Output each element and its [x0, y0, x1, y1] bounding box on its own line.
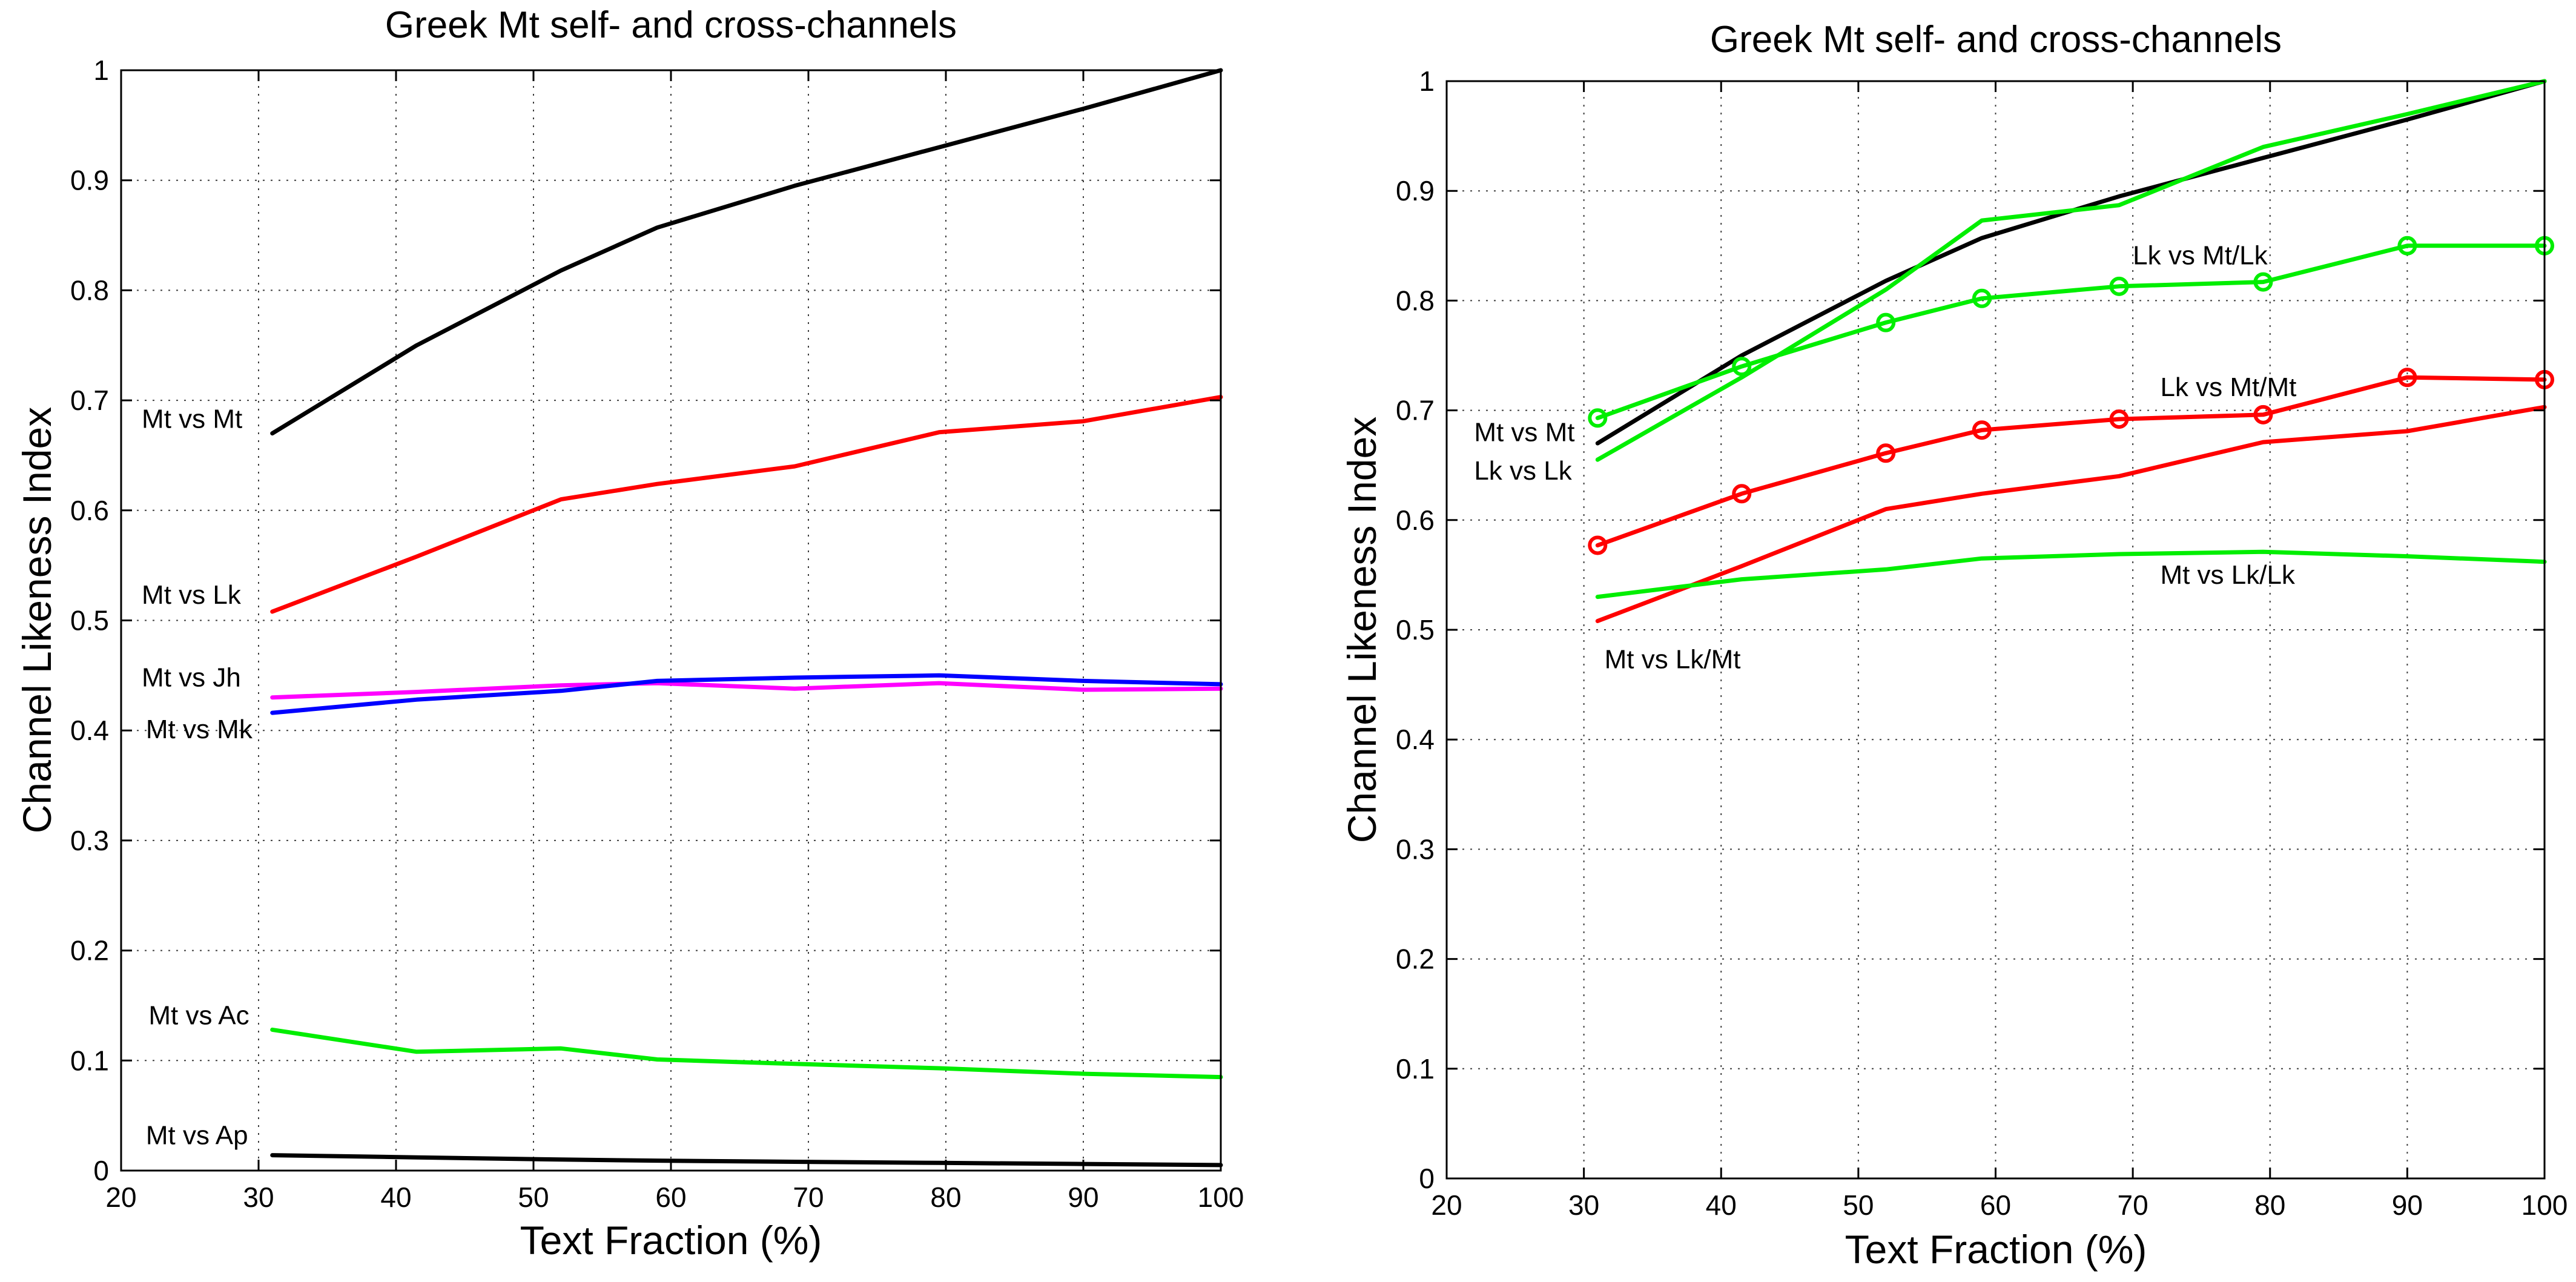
chart-left-ticks: 20 30 40 50 60 70 80 90 100 0 0.1 0.2 0.3 0.4 0.5 0.6 0.… [70, 55, 1244, 1213]
chart-right-x-tick-label: 30 [1568, 1189, 1599, 1221]
chart-left-series-mt-vs-mt [270, 68, 1223, 436]
chart-right-point-lk-vs-mt-mt [2109, 409, 2129, 429]
chart-left-annotation-mt-vs-mt: Mt vs Mt [142, 405, 242, 434]
chart-right-x-tick-label: 40 [1706, 1189, 1737, 1221]
chart-left-y-tick-label: 0.8 [70, 274, 109, 306]
chart-right-annotation-mt-vs-lk-lk: Mt vs Lk/Lk [2160, 560, 2295, 590]
chart-left-annotation-mt-vs-mk: Mt vs Mk [146, 715, 253, 744]
chart-right-y-tick-label: 0.8 [1396, 285, 1435, 316]
chart-left-x-tick-label: 20 [105, 1181, 136, 1213]
chart-left-x-tick-label: 90 [1068, 1181, 1098, 1213]
chart-left-annotation-mt-vs-jh: Mt vs Jh [142, 663, 241, 693]
chart-right-annotation-lk-vs-mt-mt: Lk vs Mt/Mt [2160, 372, 2296, 402]
chart-right-y-tick-label: 0.5 [1396, 614, 1435, 646]
chart-right-ticks: 20 30 40 50 60 70 80 90 100 0 0.1 0.2 0.3 0.4 0.5 0.6 0.… [1396, 65, 2568, 1221]
chart-left-y-tick-label: 0.5 [70, 605, 109, 636]
chart-right-point-lk-vs-mt-lk [2109, 276, 2129, 296]
chart-left-annotation-mt-vs-ap: Mt vs Ap [146, 1120, 248, 1150]
chart-right-series [1588, 79, 2554, 623]
chart-left-y-tick-label: 0.9 [70, 165, 109, 196]
chart-right-point-lk-vs-mt-mt [1732, 484, 1752, 504]
chart-right-series-lk-vs-mt-mt [1595, 375, 2547, 547]
chart-right-point-lk-vs-mt-lk [1588, 408, 1608, 428]
chart-right-y-tick-label: 1 [1419, 65, 1435, 97]
chart-right-title: Greek Mt self- and cross-channels [1710, 19, 2282, 61]
chart-right-series-mt-vs-lk-mt [1595, 405, 2547, 623]
chart-right-y-tick-label: 0.6 [1396, 504, 1435, 536]
chart-left-y-tick-label: 1 [93, 55, 109, 86]
chart-left-y-tick-label: 0.6 [70, 495, 109, 526]
chart-right-point-lk-vs-mt-mt [2253, 405, 2273, 425]
chart-left-annotation-mt-vs-lk: Mt vs Lk [142, 580, 242, 610]
chart-right-point-lk-vs-mt-mt [1876, 443, 1896, 463]
chart-right-point-lk-vs-mt-lk [2253, 272, 2273, 292]
chart-left-y-tick-label: 0.2 [70, 935, 109, 966]
chart-left-x-tick-label: 100 [1198, 1181, 1244, 1213]
chart-left-x-axis-label: Text Fraction (%) [520, 1218, 822, 1263]
chart-right-series-lk-vs-mt-lk [1595, 243, 2547, 420]
chart-right-y-tick-label: 0.3 [1396, 833, 1435, 865]
chart-right-x-tick-label: 50 [1843, 1189, 1874, 1221]
chart-right-series-mt-vs-mt [1595, 79, 2547, 446]
chart-right-x-tick-label: 70 [2118, 1189, 2148, 1221]
chart-left-x-tick-label: 30 [243, 1181, 274, 1213]
chart-left-annotations: Mt vs Mt Mt vs Lk Mt vs Jh Mt vs Mk Mt vs Ac… [142, 405, 253, 1151]
chart-right-annotation-mt-vs-lk-mt: Mt vs Lk/Mt [1605, 644, 1741, 674]
chart-right-series-lk-vs-lk [1595, 79, 2547, 462]
chart-left-annotation-mt-vs-ac: Mt vs Ac [148, 1000, 249, 1030]
chart-right-point-lk-vs-mt-mt [1972, 420, 1992, 440]
chart-right-y-tick-label: 0.9 [1396, 175, 1435, 207]
chart-left-title: Greek Mt self- and cross-channels [385, 4, 957, 46]
chart-right-point-lk-vs-mt-lk [2397, 236, 2417, 256]
chart-left-series-mt-vs-ac [270, 1027, 1223, 1080]
chart-right-y-axis-label: Channel Likeness Index [1339, 417, 1384, 843]
chart-right-point-lk-vs-mt-mt [1588, 535, 1608, 555]
chart-right-x-axis-label: Text Fraction (%) [1845, 1227, 2147, 1272]
chart-right-point-lk-vs-mt-mt [2397, 368, 2417, 388]
chart-right-x-tick-label: 80 [2254, 1189, 2285, 1221]
chart-right-x-tick-label: 60 [1980, 1189, 2011, 1221]
chart-left-series-mt-vs-ap [270, 1153, 1223, 1168]
chart-left-frame [120, 69, 1222, 1172]
chart-left: Greek Mt self- and cross-channels 20 30 40… [15, 4, 1244, 1263]
chart-right-annotation-lk-vs-lk: Lk vs Lk [1474, 456, 1572, 486]
chart-right: Greek Mt self- and cross-channels 20 30 40… [1339, 19, 2568, 1272]
chart-left-x-tick-label: 50 [518, 1181, 549, 1213]
chart-right-y-tick-label: 0.2 [1396, 943, 1435, 975]
chart-right-x-tick-label: 100 [2522, 1189, 2568, 1221]
chart-right-y-tick-label: 0.1 [1396, 1053, 1435, 1085]
chart-left-x-tick-label: 60 [655, 1181, 686, 1213]
chart-left-y-axis-label: Channel Likeness Index [15, 407, 59, 833]
chart-left-y-tick-label: 0 [93, 1155, 109, 1186]
chart-left-y-tick-label: 0.7 [70, 385, 109, 416]
chart-right-point-lk-vs-mt-lk [1972, 288, 1992, 308]
chart-right-frame [1445, 80, 2546, 1180]
chart-left-series-mt-vs-mk [270, 673, 1223, 715]
chart-right-annotations: Mt vs Mt Lk vs Lk Lk vs Mt/Lk Lk vs Mt/Mt Mt… [1474, 241, 2296, 675]
chart-right-series-mt-vs-lk-lk [1595, 549, 2547, 600]
chart-right-y-tick-label: 0.4 [1396, 724, 1435, 755]
chart-right-point-lk-vs-mt-lk [1732, 357, 1752, 377]
chart-left-y-tick-label: 0.4 [70, 715, 109, 746]
chart-left-y-tick-label: 0.3 [70, 825, 109, 856]
chart-left-series [270, 68, 1223, 1168]
chart-right-grid [1447, 81, 2545, 1178]
chart-right-x-tick-label: 20 [1431, 1189, 1462, 1221]
chart-left-series-mt-vs-jh [270, 681, 1223, 700]
chart-left-x-tick-label: 80 [930, 1181, 961, 1213]
chart-right-y-tick-label: 0 [1419, 1163, 1435, 1194]
chart-right-annotation-lk-vs-mt-lk: Lk vs Mt/Lk [2133, 241, 2268, 271]
chart-left-series-mt-vs-lk [270, 395, 1223, 614]
chart-right-annotation-mt-vs-mt: Mt vs Mt [1474, 417, 1574, 447]
chart-right-point-lk-vs-mt-lk [1876, 312, 1896, 332]
chart-right-x-tick-label: 90 [2392, 1189, 2423, 1221]
chart-left-y-tick-label: 0.1 [70, 1045, 109, 1076]
chart-right-y-tick-label: 0.7 [1396, 395, 1435, 426]
chart-left-x-tick-label: 40 [380, 1181, 411, 1213]
chart-left-x-tick-label: 70 [793, 1181, 824, 1213]
